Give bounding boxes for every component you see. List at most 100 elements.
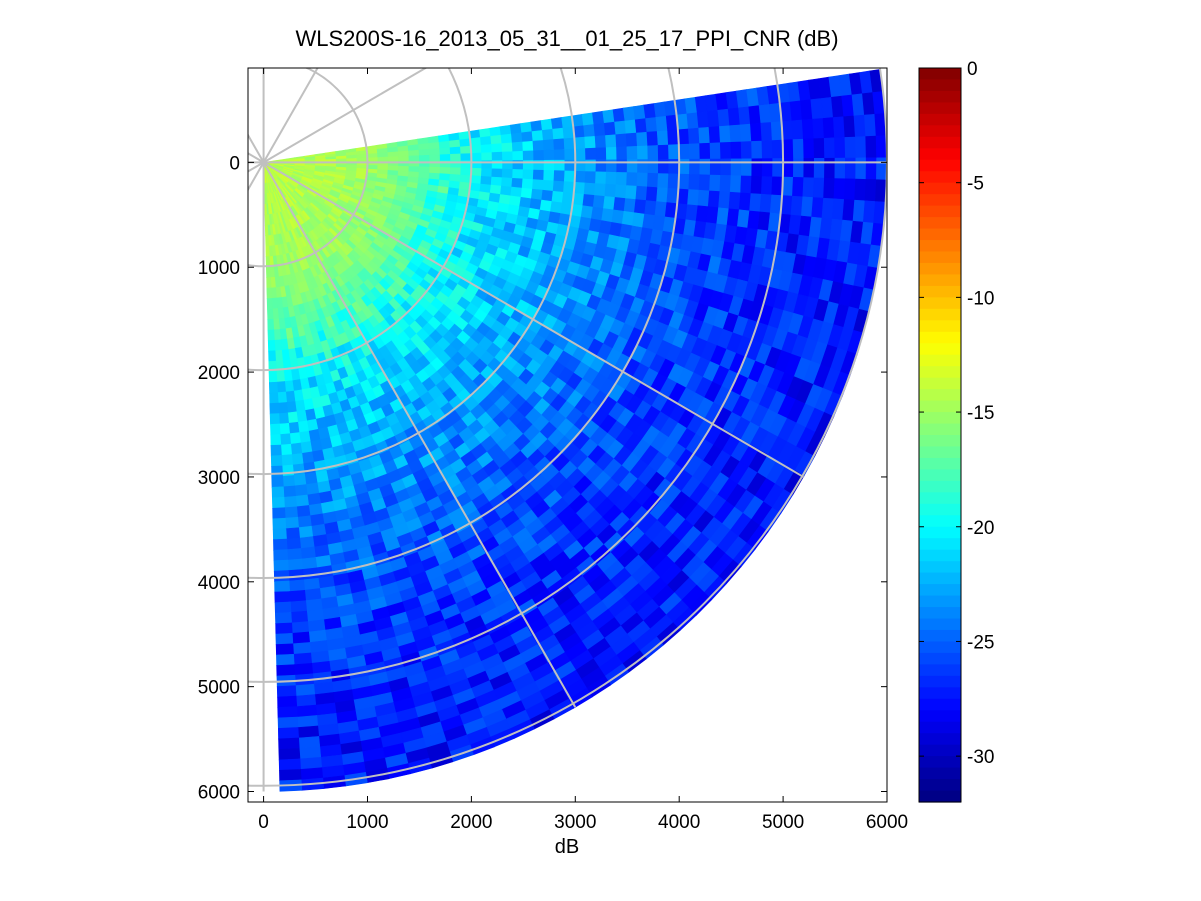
cnr-cell [272, 318, 280, 331]
colorbar-step [919, 240, 961, 253]
cnr-cell [267, 339, 276, 352]
cnr-cell [622, 106, 636, 122]
colorbar-step [919, 285, 961, 298]
cnr-cell [276, 685, 297, 698]
cnr-cell [760, 122, 773, 142]
cnr-cell [552, 180, 565, 193]
cnr-cell [647, 145, 659, 160]
cnr-cell [279, 769, 302, 782]
colorbar-step [919, 756, 961, 769]
cnr-cell [865, 157, 877, 181]
cnr-cell [522, 169, 534, 180]
cnr-cell [625, 132, 638, 148]
cnr-cell [727, 107, 741, 127]
colorbar-step [919, 584, 961, 597]
cnr-cell [283, 369, 293, 382]
cnr-cell [286, 548, 303, 561]
cnr-cell [551, 190, 564, 204]
cnr-cell [603, 121, 617, 136]
cnr-cell [449, 167, 462, 176]
colorbar-step [919, 779, 961, 792]
cnr-cell [791, 119, 804, 140]
cnr-cell [656, 187, 669, 203]
cnr-cells [263, 69, 887, 792]
cnr-cell [306, 492, 322, 506]
cnr-cell [729, 175, 742, 194]
cnr-cell [279, 433, 292, 446]
cnr-cell [594, 135, 607, 149]
cnr-cell [812, 177, 825, 199]
cnr-cell [280, 443, 293, 456]
cnr-cell [699, 142, 711, 160]
y-tick-label: 1000 [198, 258, 240, 279]
cnr-cell [274, 612, 293, 624]
cnr-cell [283, 485, 297, 498]
cnr-cell [271, 475, 284, 488]
cnr-cell [283, 495, 298, 509]
colorbar-step [919, 102, 961, 115]
cnr-cell [304, 588, 322, 602]
cnr-cell [708, 126, 721, 144]
x-tick-label: 2000 [450, 812, 492, 833]
cnr-cell [418, 154, 431, 162]
cnr-cell [843, 115, 856, 138]
cnr-cell [876, 157, 887, 181]
colorbar-step [919, 515, 961, 528]
cnr-cell [709, 174, 721, 192]
cnr-cell [296, 410, 308, 423]
cnr-cell [751, 158, 763, 177]
colorbar-step [919, 343, 961, 356]
cnr-cell [277, 391, 288, 404]
cnr-cell [292, 642, 312, 655]
cnr-cell [479, 127, 492, 138]
cnr-cell [346, 158, 358, 163]
cnr-cell [277, 716, 299, 729]
cnr-cell [520, 121, 533, 134]
cnr-cell [729, 124, 742, 143]
cnr-cell [418, 148, 431, 157]
colorbar-step [919, 205, 961, 218]
colorbar-step [919, 136, 961, 149]
cnr-cell [277, 402, 289, 414]
cnr-cell [707, 190, 721, 209]
cnr-cell [418, 143, 430, 151]
cnr-cell [273, 570, 290, 583]
cnr-cell [499, 124, 512, 136]
cnr-cell [287, 558, 304, 571]
cnr-cell [595, 147, 607, 161]
cnr-cell [802, 177, 815, 198]
y-tick-label: 4000 [198, 573, 240, 594]
colorbar-step [919, 618, 961, 631]
cnr-cell [595, 171, 607, 185]
cnr-cell [276, 653, 295, 666]
cnr-cell [275, 643, 294, 656]
cnr-cell [553, 170, 566, 182]
cnr-cell [740, 141, 753, 160]
cnr-cell [290, 600, 308, 613]
azimuth-spoke [262, 68, 319, 163]
cnr-cell [408, 155, 420, 162]
cnr-cell [823, 177, 836, 200]
cnr-cell [633, 199, 647, 215]
cnr-cell [688, 143, 701, 160]
cnr-cell [271, 297, 278, 310]
cnr-cell [553, 149, 566, 161]
cnr-cell [429, 166, 441, 174]
cnr-cell [593, 122, 606, 137]
cnr-cell [605, 146, 618, 161]
cnr-cell [460, 153, 472, 162]
azimuth-spoke [263, 161, 804, 478]
cnr-cell [286, 537, 302, 550]
cnr-cell [782, 158, 794, 178]
colorbar-step [919, 721, 961, 734]
colorbar-tick-label: -10 [967, 288, 994, 309]
cnr-cell [470, 175, 482, 185]
cnr-cell [297, 725, 320, 739]
cnr-cell [564, 148, 576, 161]
colorbar-step [919, 538, 961, 551]
cnr-cell [470, 167, 483, 177]
x-axis-label: dB [554, 836, 580, 858]
cnr-cell [285, 527, 301, 540]
cnr-cell [583, 124, 596, 138]
cnr-cell [698, 126, 711, 144]
